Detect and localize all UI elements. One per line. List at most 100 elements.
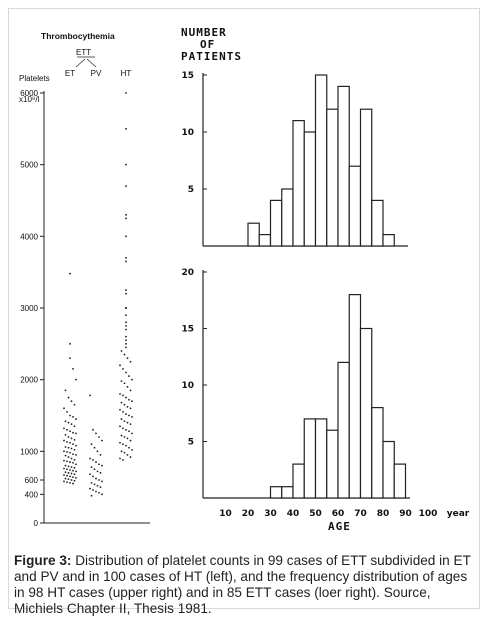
left-data-point bbox=[98, 436, 100, 438]
left-y-label: Platelets bbox=[19, 74, 50, 83]
left-data-point bbox=[123, 403, 126, 406]
hist-bar bbox=[348, 294, 362, 499]
left-data-point bbox=[123, 436, 126, 438]
left-data-point bbox=[125, 346, 127, 349]
left-data-point bbox=[69, 451, 71, 454]
hist-x-tick-label: 100 bbox=[419, 509, 438, 519]
left-data-point bbox=[122, 394, 124, 397]
left-data-point bbox=[72, 453, 74, 456]
left-data-point bbox=[96, 470, 99, 473]
hist-bar bbox=[292, 463, 305, 499]
left-data-point bbox=[122, 459, 124, 461]
left-category-label: HT bbox=[121, 69, 132, 78]
left-data-point bbox=[95, 432, 97, 435]
left-data-point bbox=[73, 403, 76, 406]
left-data-point bbox=[69, 481, 71, 484]
left-data-point bbox=[93, 483, 96, 486]
left-data-point bbox=[63, 474, 65, 476]
caption-label: Figure 3: bbox=[14, 553, 72, 568]
left-data-point bbox=[119, 364, 121, 367]
left-data-point bbox=[69, 357, 71, 360]
left-data-point bbox=[126, 385, 129, 388]
left-data-point bbox=[128, 446, 130, 449]
left-data-point bbox=[125, 428, 127, 431]
left-category-label: PV bbox=[91, 69, 102, 78]
left-data-point bbox=[98, 479, 100, 481]
left-data-point bbox=[123, 382, 126, 385]
hist-bar bbox=[314, 74, 328, 247]
left-data-point bbox=[63, 467, 65, 470]
left-data-point bbox=[67, 436, 70, 438]
left-data-point bbox=[129, 407, 132, 410]
left-data-point bbox=[70, 437, 73, 440]
left-data-point bbox=[70, 466, 73, 468]
left-data-point bbox=[119, 457, 121, 460]
hist-bar bbox=[269, 486, 283, 499]
right-title-line-2: OF bbox=[200, 38, 215, 51]
ett-group-label: ETT bbox=[76, 48, 91, 57]
hist-bar bbox=[247, 222, 260, 247]
left-data-point bbox=[125, 328, 127, 331]
left-data-point bbox=[70, 457, 73, 460]
hist-bar bbox=[326, 108, 339, 247]
left-data-point bbox=[73, 425, 76, 428]
left-data-point bbox=[125, 292, 127, 295]
left-data-point bbox=[131, 432, 133, 435]
hist-bar bbox=[269, 199, 283, 247]
left-data-point bbox=[73, 459, 76, 461]
left-data-point bbox=[92, 428, 94, 431]
left-data-point bbox=[126, 421, 129, 424]
left-data-point bbox=[73, 438, 76, 441]
left-data-point bbox=[75, 463, 77, 466]
hist-y-tick-label: 10 bbox=[181, 381, 194, 391]
left-data-point bbox=[119, 441, 121, 444]
left-data-point bbox=[125, 444, 127, 447]
left-data-point bbox=[90, 466, 93, 468]
left-data-point bbox=[72, 476, 74, 479]
left-data-point bbox=[90, 481, 93, 484]
left-data-point bbox=[125, 396, 127, 399]
left-data-point bbox=[66, 411, 68, 413]
left-data-point bbox=[69, 430, 71, 433]
hist-bar bbox=[303, 418, 317, 499]
left-data-point bbox=[92, 489, 94, 491]
hist-y-tick-label: 5 bbox=[188, 438, 194, 448]
left-data-point bbox=[63, 427, 65, 430]
left-data-point bbox=[126, 454, 129, 456]
left-y-tick-label: 6000 bbox=[20, 89, 38, 98]
left-data-point bbox=[129, 439, 132, 442]
left-data-point bbox=[120, 418, 123, 420]
hist-x-tick-label: 70 bbox=[354, 509, 367, 519]
left-y-tick-label: 2000 bbox=[20, 376, 38, 385]
left-data-point bbox=[63, 450, 65, 453]
left-data-point bbox=[67, 478, 70, 481]
hist-y-tick-label: 10 bbox=[181, 128, 194, 138]
left-data-point bbox=[75, 418, 77, 420]
left-data-point bbox=[131, 400, 133, 403]
left-data-point bbox=[98, 463, 100, 466]
left-data-point bbox=[67, 471, 70, 474]
left-data-point bbox=[96, 450, 99, 453]
hist-bar bbox=[382, 440, 395, 499]
hist-bar bbox=[359, 327, 373, 499]
left-data-point bbox=[129, 360, 132, 363]
lower-x-label: AGE bbox=[328, 520, 351, 533]
left-data-point bbox=[64, 454, 67, 457]
left-data-point bbox=[131, 378, 133, 381]
left-data-point bbox=[122, 368, 124, 370]
left-data-point bbox=[92, 475, 94, 478]
left-y-tick-label: 3000 bbox=[20, 304, 38, 313]
left-data-point bbox=[72, 482, 74, 485]
left-data-point bbox=[128, 375, 130, 377]
figure-svg: Thrombocythemia ETT Platelets x10⁹/l 0 40… bbox=[19, 26, 470, 533]
left-data-point bbox=[64, 433, 67, 436]
left-data-point bbox=[64, 389, 67, 392]
left-data-point bbox=[72, 469, 74, 472]
hist-y-tick-label: 5 bbox=[188, 185, 194, 195]
left-data-point bbox=[66, 451, 68, 453]
left-axes: 0 400 600 1000 2000 3000 4000 5000 6000 bbox=[20, 89, 150, 528]
left-data-point bbox=[120, 380, 123, 382]
left-data-point bbox=[70, 472, 73, 475]
left-data-point bbox=[67, 396, 70, 399]
left-data-point bbox=[99, 471, 102, 474]
